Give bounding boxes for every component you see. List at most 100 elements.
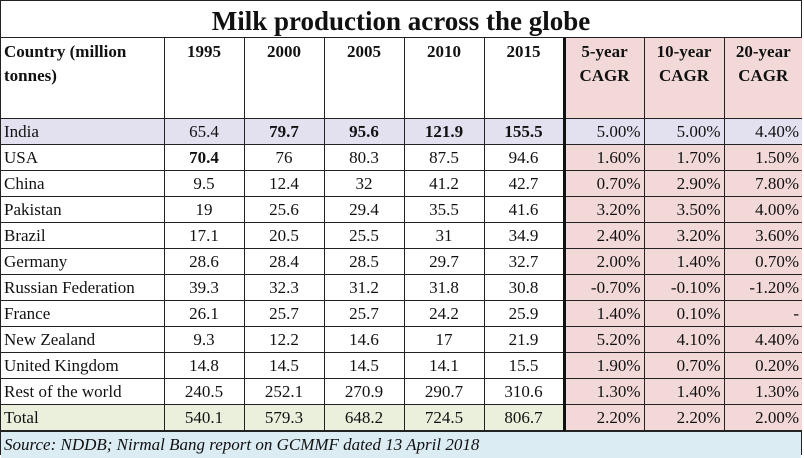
- production-cell: 32.7: [483, 248, 565, 275]
- production-cell: 25.5: [323, 222, 405, 249]
- country-cell: France: [1, 300, 165, 327]
- column-header: 1995: [163, 38, 245, 119]
- production-cell: 270.9: [323, 378, 405, 405]
- production-cell: 25.6: [243, 196, 325, 223]
- cagr-cell: 1.60%: [562, 144, 645, 171]
- column-header-text: tonnes): [4, 66, 57, 85]
- production-cell: 579.3: [243, 404, 325, 431]
- column-header: 2010: [403, 38, 485, 119]
- production-cell: 310.6: [483, 378, 565, 405]
- column-header-text: CAGR: [738, 66, 789, 85]
- cagr-cell: 1.30%: [562, 378, 645, 405]
- production-cell: 28.4: [243, 248, 325, 275]
- production-cell: 20.5: [243, 222, 325, 249]
- production-cell: 9.3: [163, 326, 245, 353]
- country-cell: New Zealand: [1, 326, 165, 353]
- production-cell: 806.7: [483, 404, 565, 431]
- production-cell: 26.1: [163, 300, 245, 327]
- country-cell: Germany: [1, 248, 165, 275]
- column-header: 20-year CAGR: [723, 38, 802, 119]
- cagr-cell: 5.00%: [562, 118, 645, 145]
- column-header-text: 2010: [427, 42, 461, 61]
- cagr-cell: -0.70%: [562, 274, 645, 301]
- cagr-cell: 7.80%: [723, 170, 802, 197]
- cagr-cell: 4.00%: [723, 196, 802, 223]
- cagr-cell: 3.50%: [643, 196, 725, 223]
- country-cell: Rest of the world: [1, 378, 165, 405]
- production-cell: 14.8: [163, 352, 245, 379]
- cagr-cell: 5.20%: [562, 326, 645, 353]
- production-cell: 17: [403, 326, 485, 353]
- production-cell: 25.7: [323, 300, 405, 327]
- source-note: Source: NDDB; Nirmal Bang report on GCMM…: [1, 431, 801, 458]
- production-cell: 19: [163, 196, 245, 223]
- table-title: Milk production across the globe: [1, 1, 801, 38]
- table-row: Brazil 17.1 20.5 25.5 31 34.9 2.40% 3.20% 3.60%: [1, 222, 802, 249]
- table-row: Russian Federation 39.3 32.3 31.2 31.8 30.8 -0…: [1, 274, 802, 301]
- column-header-text: 20-year: [735, 42, 791, 61]
- table-row: Germany 28.6 28.4 28.5 29.7 32.7 2.00% 1.40% 0.7…: [1, 248, 802, 275]
- cagr-cell: 1.70%: [643, 144, 725, 171]
- production-cell: 28.5: [323, 248, 405, 275]
- table-row: Rest of the world 240.5 252.1 270.9 290.7 310…: [1, 378, 802, 405]
- cagr-cell: -: [723, 300, 802, 327]
- production-cell: 41.2: [403, 170, 485, 197]
- table-row: USA 70.4 76 80.3 87.5 94.6 1.60% 1.70% 1.50%: [1, 144, 802, 171]
- cagr-cell: 0.70%: [723, 248, 802, 275]
- column-header-text: Country (million: [4, 42, 127, 61]
- production-cell: 12.2: [243, 326, 325, 353]
- production-cell: 80.3: [323, 144, 405, 171]
- cagr-cell: 4.40%: [723, 326, 802, 353]
- column-header-text: 2000: [267, 42, 301, 61]
- production-cell: 34.9: [483, 222, 565, 249]
- column-header: 2000: [243, 38, 325, 119]
- table-row: United Kingdom 14.8 14.5 14.5 14.1 15.5 1.90% 0…: [1, 352, 802, 379]
- cagr-cell: -1.20%: [723, 274, 802, 301]
- country-cell: China: [1, 170, 165, 197]
- column-header: 2015: [483, 38, 565, 119]
- country-cell: Total: [1, 404, 165, 431]
- production-cell: 76: [243, 144, 325, 171]
- production-cell: 79.7: [243, 118, 325, 145]
- cagr-cell: 0.20%: [723, 352, 802, 379]
- production-cell: 252.1: [243, 378, 325, 405]
- production-cell: 15.5: [483, 352, 565, 379]
- cagr-cell: -0.10%: [643, 274, 725, 301]
- cagr-cell: 1.30%: [723, 378, 802, 405]
- cagr-cell: 0.70%: [562, 170, 645, 197]
- cagr-cell: 0.70%: [643, 352, 725, 379]
- production-cell: 648.2: [323, 404, 405, 431]
- column-header: 5-year CAGR: [562, 38, 645, 119]
- column-header-text: 2015: [506, 42, 541, 61]
- production-cell: 70.4: [163, 144, 245, 171]
- production-cell: 39.3: [163, 274, 245, 301]
- production-cell: 14.5: [323, 352, 405, 379]
- production-cell: 42.7: [483, 170, 565, 197]
- cagr-cell: 2.00%: [723, 404, 802, 431]
- country-cell: USA: [1, 144, 165, 171]
- production-cell: 31.2: [323, 274, 405, 301]
- header-row: Country (million tonnes) 1995 2000 2005 2010 2…: [1, 38, 802, 119]
- table-row: India 65.4 79.7 95.6 121.9 155.5 5.00% 5.00% 4.4…: [1, 118, 802, 145]
- column-header-text: CAGR: [579, 66, 630, 85]
- table-row: France 26.1 25.7 25.7 24.2 25.9 1.40% 0.10% -: [1, 300, 802, 327]
- production-cell: 41.6: [483, 196, 565, 223]
- cagr-cell: 5.00%: [643, 118, 725, 145]
- cagr-cell: 1.40%: [643, 248, 725, 275]
- country-cell: India: [1, 118, 165, 145]
- cagr-cell: 2.00%: [562, 248, 645, 275]
- production-cell: 17.1: [163, 222, 245, 249]
- column-header-text: 10-year: [656, 42, 712, 61]
- cagr-cell: 3.60%: [723, 222, 802, 249]
- production-cell: 32.3: [243, 274, 325, 301]
- cagr-cell: 3.20%: [643, 222, 725, 249]
- table-row: Pakistan 19 25.6 29.4 35.5 41.6 3.20% 3.50% 4.00…: [1, 196, 802, 223]
- production-cell: 290.7: [403, 378, 485, 405]
- production-cell: 30.8: [483, 274, 565, 301]
- production-cell: 240.5: [163, 378, 245, 405]
- table-row: New Zealand 9.3 12.2 14.6 17 21.9 5.20% 4.10% 4.…: [1, 326, 802, 353]
- cagr-cell: 2.20%: [643, 404, 725, 431]
- cagr-cell: 0.10%: [643, 300, 725, 327]
- cagr-cell: 4.10%: [643, 326, 725, 353]
